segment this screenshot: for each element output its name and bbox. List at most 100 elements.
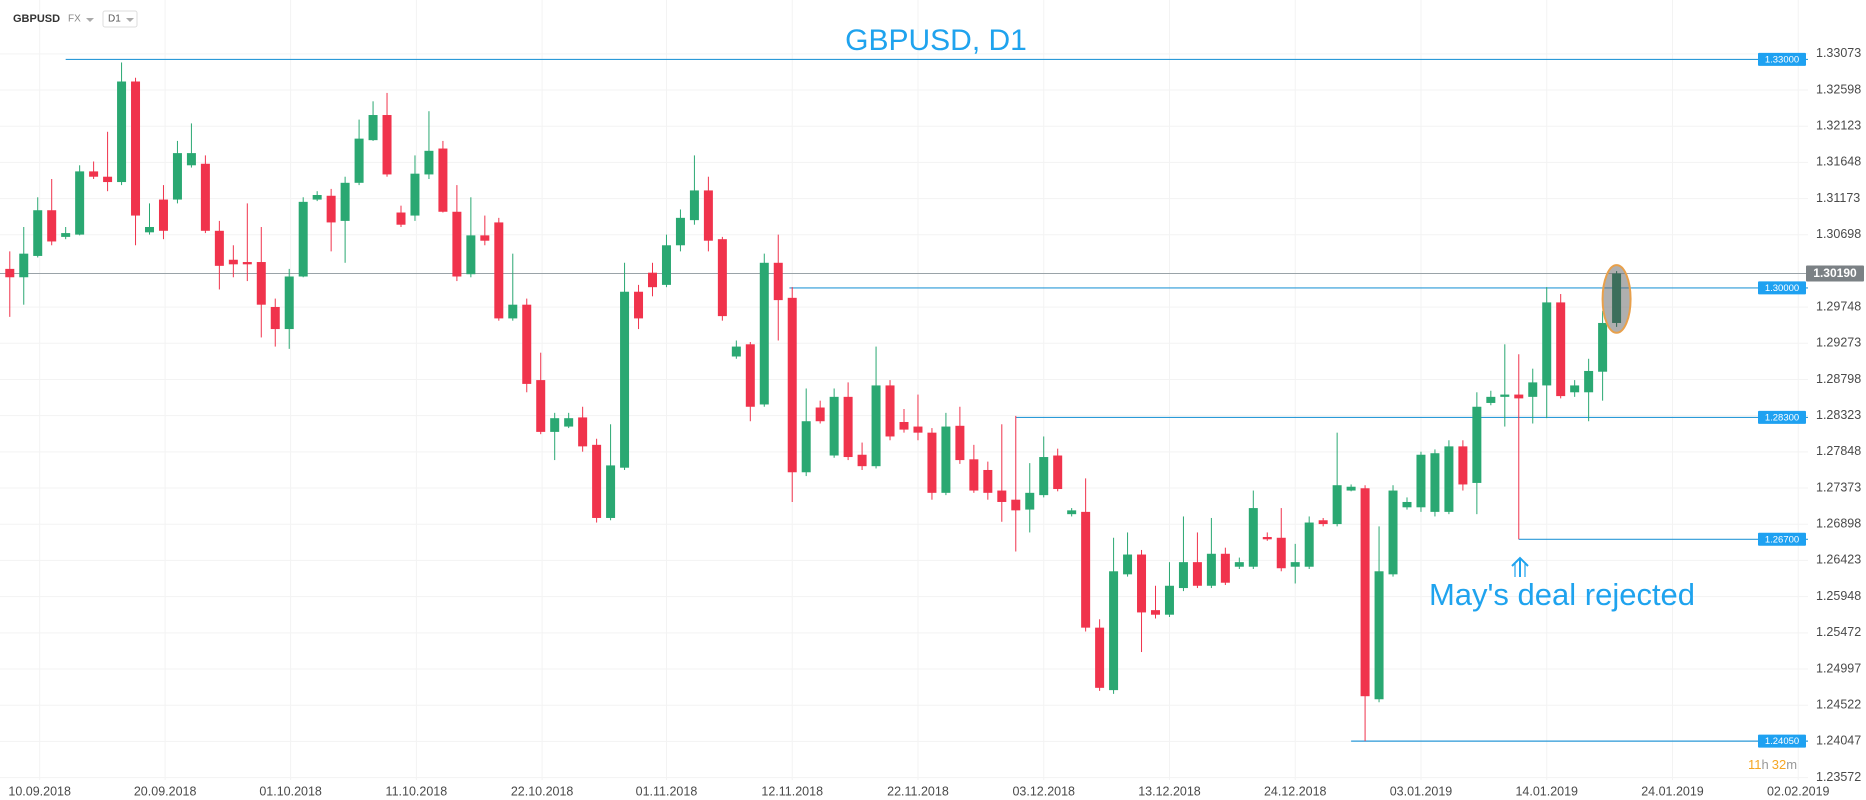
candle-body xyxy=(1374,571,1384,700)
candle-body xyxy=(508,304,518,319)
candle-body xyxy=(913,426,923,433)
candle-body xyxy=(480,235,490,241)
symbol[interactable]: GBPUSD xyxy=(13,13,60,25)
candle-body xyxy=(1346,486,1356,491)
candle-body xyxy=(801,421,811,473)
candle-body xyxy=(1430,453,1440,512)
y-tick-label: 1.28323 xyxy=(1816,408,1861,422)
candle-body xyxy=(382,115,392,175)
candle-body xyxy=(1248,508,1258,567)
timer: 11h 32m xyxy=(1748,757,1797,772)
candle-body xyxy=(1067,510,1077,515)
y-tick-label: 1.25948 xyxy=(1816,589,1861,603)
candle-body xyxy=(885,385,895,437)
candle-body xyxy=(256,262,266,305)
candle-body xyxy=(172,153,182,200)
y-tick-label: 1.29273 xyxy=(1816,336,1861,350)
candle-body xyxy=(829,396,839,456)
level-badge xyxy=(1758,734,1806,748)
candle-body xyxy=(1262,537,1272,540)
candle-body xyxy=(703,190,713,241)
candle-body xyxy=(1388,490,1398,575)
level-label: 1.33000 xyxy=(1765,54,1799,65)
candle-body xyxy=(33,210,43,256)
candle-body xyxy=(1514,394,1524,399)
market[interactable]: FX xyxy=(68,14,81,25)
candle-body xyxy=(61,233,71,237)
candle-body xyxy=(1137,554,1147,613)
y-tick-label: 1.32123 xyxy=(1816,119,1861,133)
candle-body xyxy=(1053,455,1063,490)
candle-body xyxy=(815,407,825,422)
candle-body xyxy=(1570,385,1580,393)
y-tick-label: 1.25472 xyxy=(1816,625,1861,639)
candle-body xyxy=(983,469,993,493)
candle-body xyxy=(675,217,685,246)
current-price-badge xyxy=(1806,265,1864,282)
interval-box[interactable] xyxy=(102,10,138,28)
x-tick-label: 03.12.2018 xyxy=(1012,784,1075,798)
overlay xyxy=(1601,264,1632,334)
y-tick-label: 1.24997 xyxy=(1816,661,1861,675)
candle-body xyxy=(396,212,406,225)
candle-body xyxy=(1542,302,1552,386)
candle-body xyxy=(1025,492,1035,510)
candle-body xyxy=(131,81,141,216)
candle-body xyxy=(689,190,699,221)
candle-body xyxy=(1109,571,1119,691)
candle-body xyxy=(759,262,769,405)
candle-body xyxy=(550,418,560,432)
x-tick-label: 02.02.2019 xyxy=(1767,784,1830,798)
candle-body xyxy=(1500,394,1510,397)
candle-body xyxy=(731,346,741,357)
candle-body xyxy=(1220,553,1230,583)
level-label: 1.30000 xyxy=(1765,283,1799,294)
candle-body xyxy=(228,259,238,265)
level-label: 1.26700 xyxy=(1765,534,1799,545)
timer-h: h xyxy=(1762,757,1769,772)
candle-body xyxy=(1178,562,1188,589)
candle-body xyxy=(955,425,965,461)
x-tick-label: 10.09.2018 xyxy=(8,784,71,798)
candle-body xyxy=(1472,406,1482,483)
candle-body xyxy=(522,304,532,384)
dropdown-arrow xyxy=(86,18,94,22)
candle-body xyxy=(103,176,113,183)
current-price-label: 1.30190 xyxy=(1813,266,1857,280)
candle-body xyxy=(158,199,168,231)
candle-body xyxy=(242,262,252,265)
candle-body xyxy=(1528,382,1538,397)
candle-body xyxy=(298,201,308,277)
candle-body xyxy=(452,211,462,277)
candle-body xyxy=(284,276,294,330)
level-badge xyxy=(1758,281,1806,295)
level-badge xyxy=(1758,532,1806,546)
candle-body xyxy=(634,291,644,319)
candle-body xyxy=(620,291,630,468)
candle-body xyxy=(592,444,602,518)
candle-body xyxy=(857,454,867,467)
chart-title: GBPUSD, D1 xyxy=(845,24,1027,57)
candle-body xyxy=(145,226,155,233)
x-tick-label: 13.12.2018 xyxy=(1138,784,1201,798)
candle-body xyxy=(1164,585,1174,615)
candle-body xyxy=(941,426,951,493)
y-tick-label: 1.24522 xyxy=(1816,697,1861,711)
candle-body xyxy=(997,490,1007,502)
candle-body xyxy=(1486,396,1496,403)
y-tick-label: 1.23572 xyxy=(1816,770,1861,784)
candle-body xyxy=(745,344,755,407)
arrow xyxy=(1511,556,1529,577)
interval[interactable]: D1 xyxy=(108,14,121,25)
y-tick-label: 1.31173 xyxy=(1816,191,1860,205)
arrow-shaft xyxy=(1514,564,1526,577)
candle-body xyxy=(773,262,783,301)
annotation: May's deal rejected xyxy=(1429,577,1695,612)
candle-body xyxy=(1416,454,1426,508)
candle-body xyxy=(1123,554,1133,575)
candle-body xyxy=(368,115,378,141)
candle-body xyxy=(927,432,937,493)
candle-body xyxy=(1556,302,1566,397)
y-tick-label: 1.28798 xyxy=(1816,372,1861,386)
